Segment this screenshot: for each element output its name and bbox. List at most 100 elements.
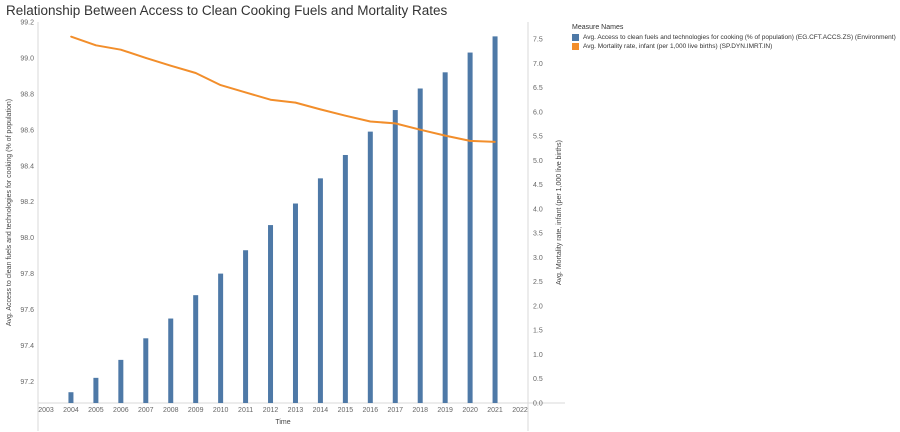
line-point-2008 [169, 64, 172, 67]
x-tick-2005: 2005 [88, 407, 104, 414]
y-right-tick: 5.5 [533, 134, 543, 141]
y-left-tick: 98.2 [20, 199, 34, 206]
y-right-tick: 1.0 [533, 352, 543, 359]
line-point-2005 [95, 44, 97, 47]
bar-2013 [292, 203, 298, 403]
line-point-2009 [194, 72, 197, 74]
line-point-2014 [319, 108, 322, 111]
line-point-2021 [494, 141, 496, 143]
legend-item-mortality[interactable]: Avg. Mortality rate, infant (per 1,000 l… [572, 43, 898, 50]
legend-item-access[interactable]: Avg. Access to clean fuels and technolog… [572, 34, 898, 41]
line-point-2015 [344, 114, 347, 117]
x-tick-2009: 2009 [188, 407, 204, 414]
y-right-tick: 7.5 [533, 36, 543, 43]
y-right-tick: 3.5 [533, 231, 543, 238]
x-tick-2004: 2004 [63, 407, 79, 414]
bar-2011 [243, 250, 249, 403]
bar-2008 [168, 318, 174, 403]
legend-swatch-access [572, 34, 579, 41]
y-right-tick: 6.0 [533, 109, 543, 116]
bar-2012 [268, 225, 274, 403]
y-right-tick: 6.5 [533, 85, 543, 92]
line-point-2019 [444, 134, 446, 137]
legend-label-mortality: Avg. Mortality rate, infant (per 1,000 l… [583, 43, 773, 50]
x-tick-2019: 2019 [437, 407, 453, 414]
line-point-2020 [469, 140, 471, 142]
mortality-line [70, 35, 496, 143]
bar-2005 [93, 377, 99, 403]
line-point-2004 [70, 35, 72, 38]
y-right-tick: 5.0 [533, 158, 543, 165]
bar-2006 [118, 359, 124, 403]
line-series [70, 35, 496, 143]
y-left-tick: 98.8 [20, 91, 34, 98]
x-tick-2016: 2016 [363, 407, 379, 414]
bar-2004 [68, 392, 74, 403]
bar-2016 [367, 131, 373, 403]
x-tick-2003: 2003 [38, 407, 54, 414]
line-point-2018 [419, 128, 422, 131]
y-right-tick: 2.0 [533, 303, 543, 310]
y-right-tick: 0.5 [533, 376, 543, 383]
x-tick-2014: 2014 [313, 407, 329, 414]
y-left-tick: 98.4 [20, 163, 34, 170]
bar-2017 [392, 110, 398, 404]
x-tick-2022: 2022 [512, 407, 528, 414]
x-axis-title: Time [275, 419, 290, 426]
x-tick-2018: 2018 [412, 407, 428, 414]
line-point-2012 [269, 98, 272, 101]
y-right-tick: 4.5 [533, 182, 543, 189]
y-left-tick: 99.2 [20, 20, 34, 27]
y-left-tick: 97.8 [20, 271, 34, 278]
bar-2014 [317, 178, 323, 403]
y-right-tick: 3.0 [533, 255, 543, 262]
line-point-2016 [369, 120, 372, 123]
plot-frame [37, 22, 565, 431]
x-tick-2007: 2007 [138, 407, 154, 414]
bar-2007 [143, 338, 149, 403]
legend-title: Measure Names [572, 24, 624, 31]
y-right-tick: 7.0 [533, 61, 543, 68]
y-left-tick: 98.0 [20, 235, 34, 242]
line-point-2017 [394, 122, 397, 125]
y-left-tick: 98.6 [20, 127, 34, 134]
x-tick-2013: 2013 [288, 407, 304, 414]
y-right-tick: 0.0 [533, 401, 543, 408]
line-point-2013 [294, 101, 297, 104]
x-tick-2011: 2011 [238, 407, 253, 414]
bar-2020 [467, 52, 473, 404]
bar-2018 [417, 88, 423, 403]
chart-title: Relationship Between Access to Clean Coo… [6, 3, 448, 18]
y-right-tick: 2.5 [533, 279, 543, 286]
x-tick-2017: 2017 [387, 407, 403, 414]
axes: 2003 2004 2005 2006 2007 2008 2009 2010 2011 2012… [20, 20, 542, 415]
line-point-2011 [244, 91, 247, 94]
line-point-2007 [144, 57, 147, 59]
x-tick-2021: 2021 [487, 407, 503, 414]
y-left-tick: 97.6 [20, 307, 34, 314]
x-tick-2020: 2020 [462, 407, 478, 414]
y-left-tick: 99.0 [20, 55, 34, 62]
line-point-2006 [120, 48, 122, 51]
y-right-tick: 4.0 [533, 206, 543, 213]
x-tick-2012: 2012 [263, 407, 279, 414]
legend: Measure Names Avg. Access to clean fuels… [572, 24, 898, 52]
legend-label-access: Avg. Access to clean fuels and technolog… [583, 34, 896, 41]
y-left-tick: 97.4 [20, 343, 34, 350]
line-point-2010 [219, 84, 222, 86]
x-tick-2006: 2006 [113, 407, 129, 414]
y-right-axis-title: Avg. Mortality rate, infant (per 1,000 l… [556, 140, 563, 285]
bar-2021 [492, 36, 498, 404]
y-right-tick: 1.5 [533, 328, 543, 335]
bar-2015 [342, 154, 348, 403]
bar-series [68, 36, 498, 404]
x-tick-2008: 2008 [163, 407, 179, 414]
bar-2009 [193, 295, 199, 403]
x-tick-2015: 2015 [338, 407, 354, 414]
legend-swatch-mortality [572, 43, 579, 50]
y-left-axis-title: Avg. Access to clean fuels and technolog… [6, 99, 13, 326]
bar-2010 [218, 273, 224, 403]
x-tick-2010: 2010 [213, 407, 229, 414]
y-left-tick: 97.2 [20, 379, 34, 386]
